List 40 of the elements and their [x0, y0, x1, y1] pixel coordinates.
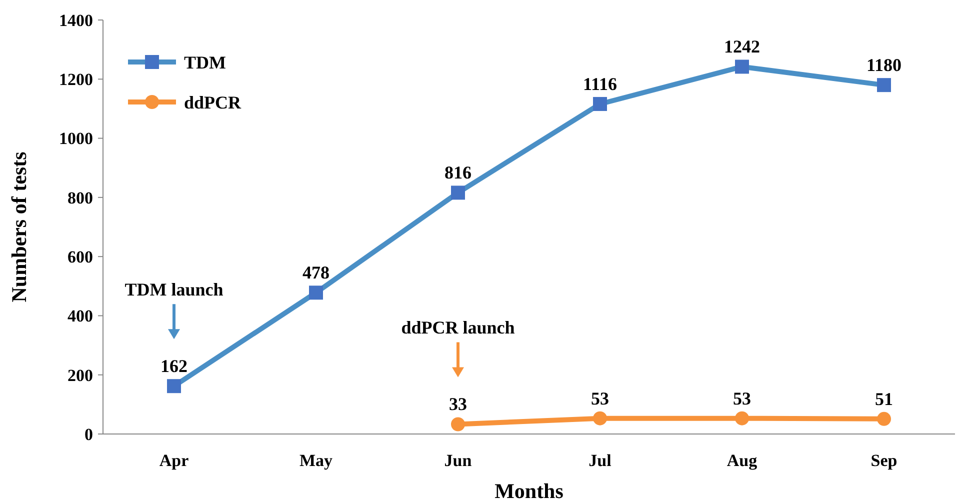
- legend-label: TDM: [184, 52, 226, 72]
- point: [309, 286, 323, 300]
- x-tick-label: Sep: [870, 451, 898, 470]
- annotation: ddPCR launch: [401, 318, 515, 338]
- x-tick-label: May: [299, 451, 334, 470]
- point: [877, 412, 891, 426]
- x-tick-label: Apr: [159, 451, 190, 470]
- data-label: 478: [302, 262, 330, 283]
- x-tick-label: Jun: [444, 451, 472, 470]
- point: [167, 379, 181, 394]
- annotation: TDM launch: [124, 279, 224, 300]
- point: [735, 411, 749, 426]
- point: [877, 78, 891, 92]
- data-label: 1242: [724, 36, 760, 57]
- data-label: 53: [591, 388, 609, 408]
- x-tick-label: Jul: [588, 451, 612, 470]
- point: [593, 96, 607, 111]
- y-axis-title: Numbers of tests: [7, 152, 31, 302]
- y-tick-label: 1000: [59, 129, 93, 148]
- data-label: 162: [160, 356, 188, 376]
- data-label: 53: [733, 388, 751, 408]
- point: [451, 186, 465, 200]
- point: [735, 60, 749, 74]
- y-tick-label: 1400: [59, 10, 93, 30]
- data-label: 33: [449, 394, 467, 414]
- legend-label: ddPCR: [184, 92, 242, 112]
- data-label: 816: [444, 162, 472, 183]
- y-tick-label: 600: [68, 248, 93, 267]
- y-tick-label: 200: [68, 366, 93, 385]
- y-tick-label: 800: [68, 188, 93, 208]
- data-label: 1180: [866, 55, 902, 76]
- point: [451, 417, 465, 432]
- y-tick-label: 1200: [59, 70, 93, 90]
- data-label: 1116: [582, 74, 618, 94]
- data-label: 51: [875, 388, 893, 409]
- point: [593, 411, 607, 426]
- y-tick-label: 0: [84, 424, 93, 444]
- y-tick-label: 400: [68, 306, 93, 326]
- x-tick-label: Aug: [726, 451, 758, 470]
- x-axis-title: Months: [494, 479, 564, 502]
